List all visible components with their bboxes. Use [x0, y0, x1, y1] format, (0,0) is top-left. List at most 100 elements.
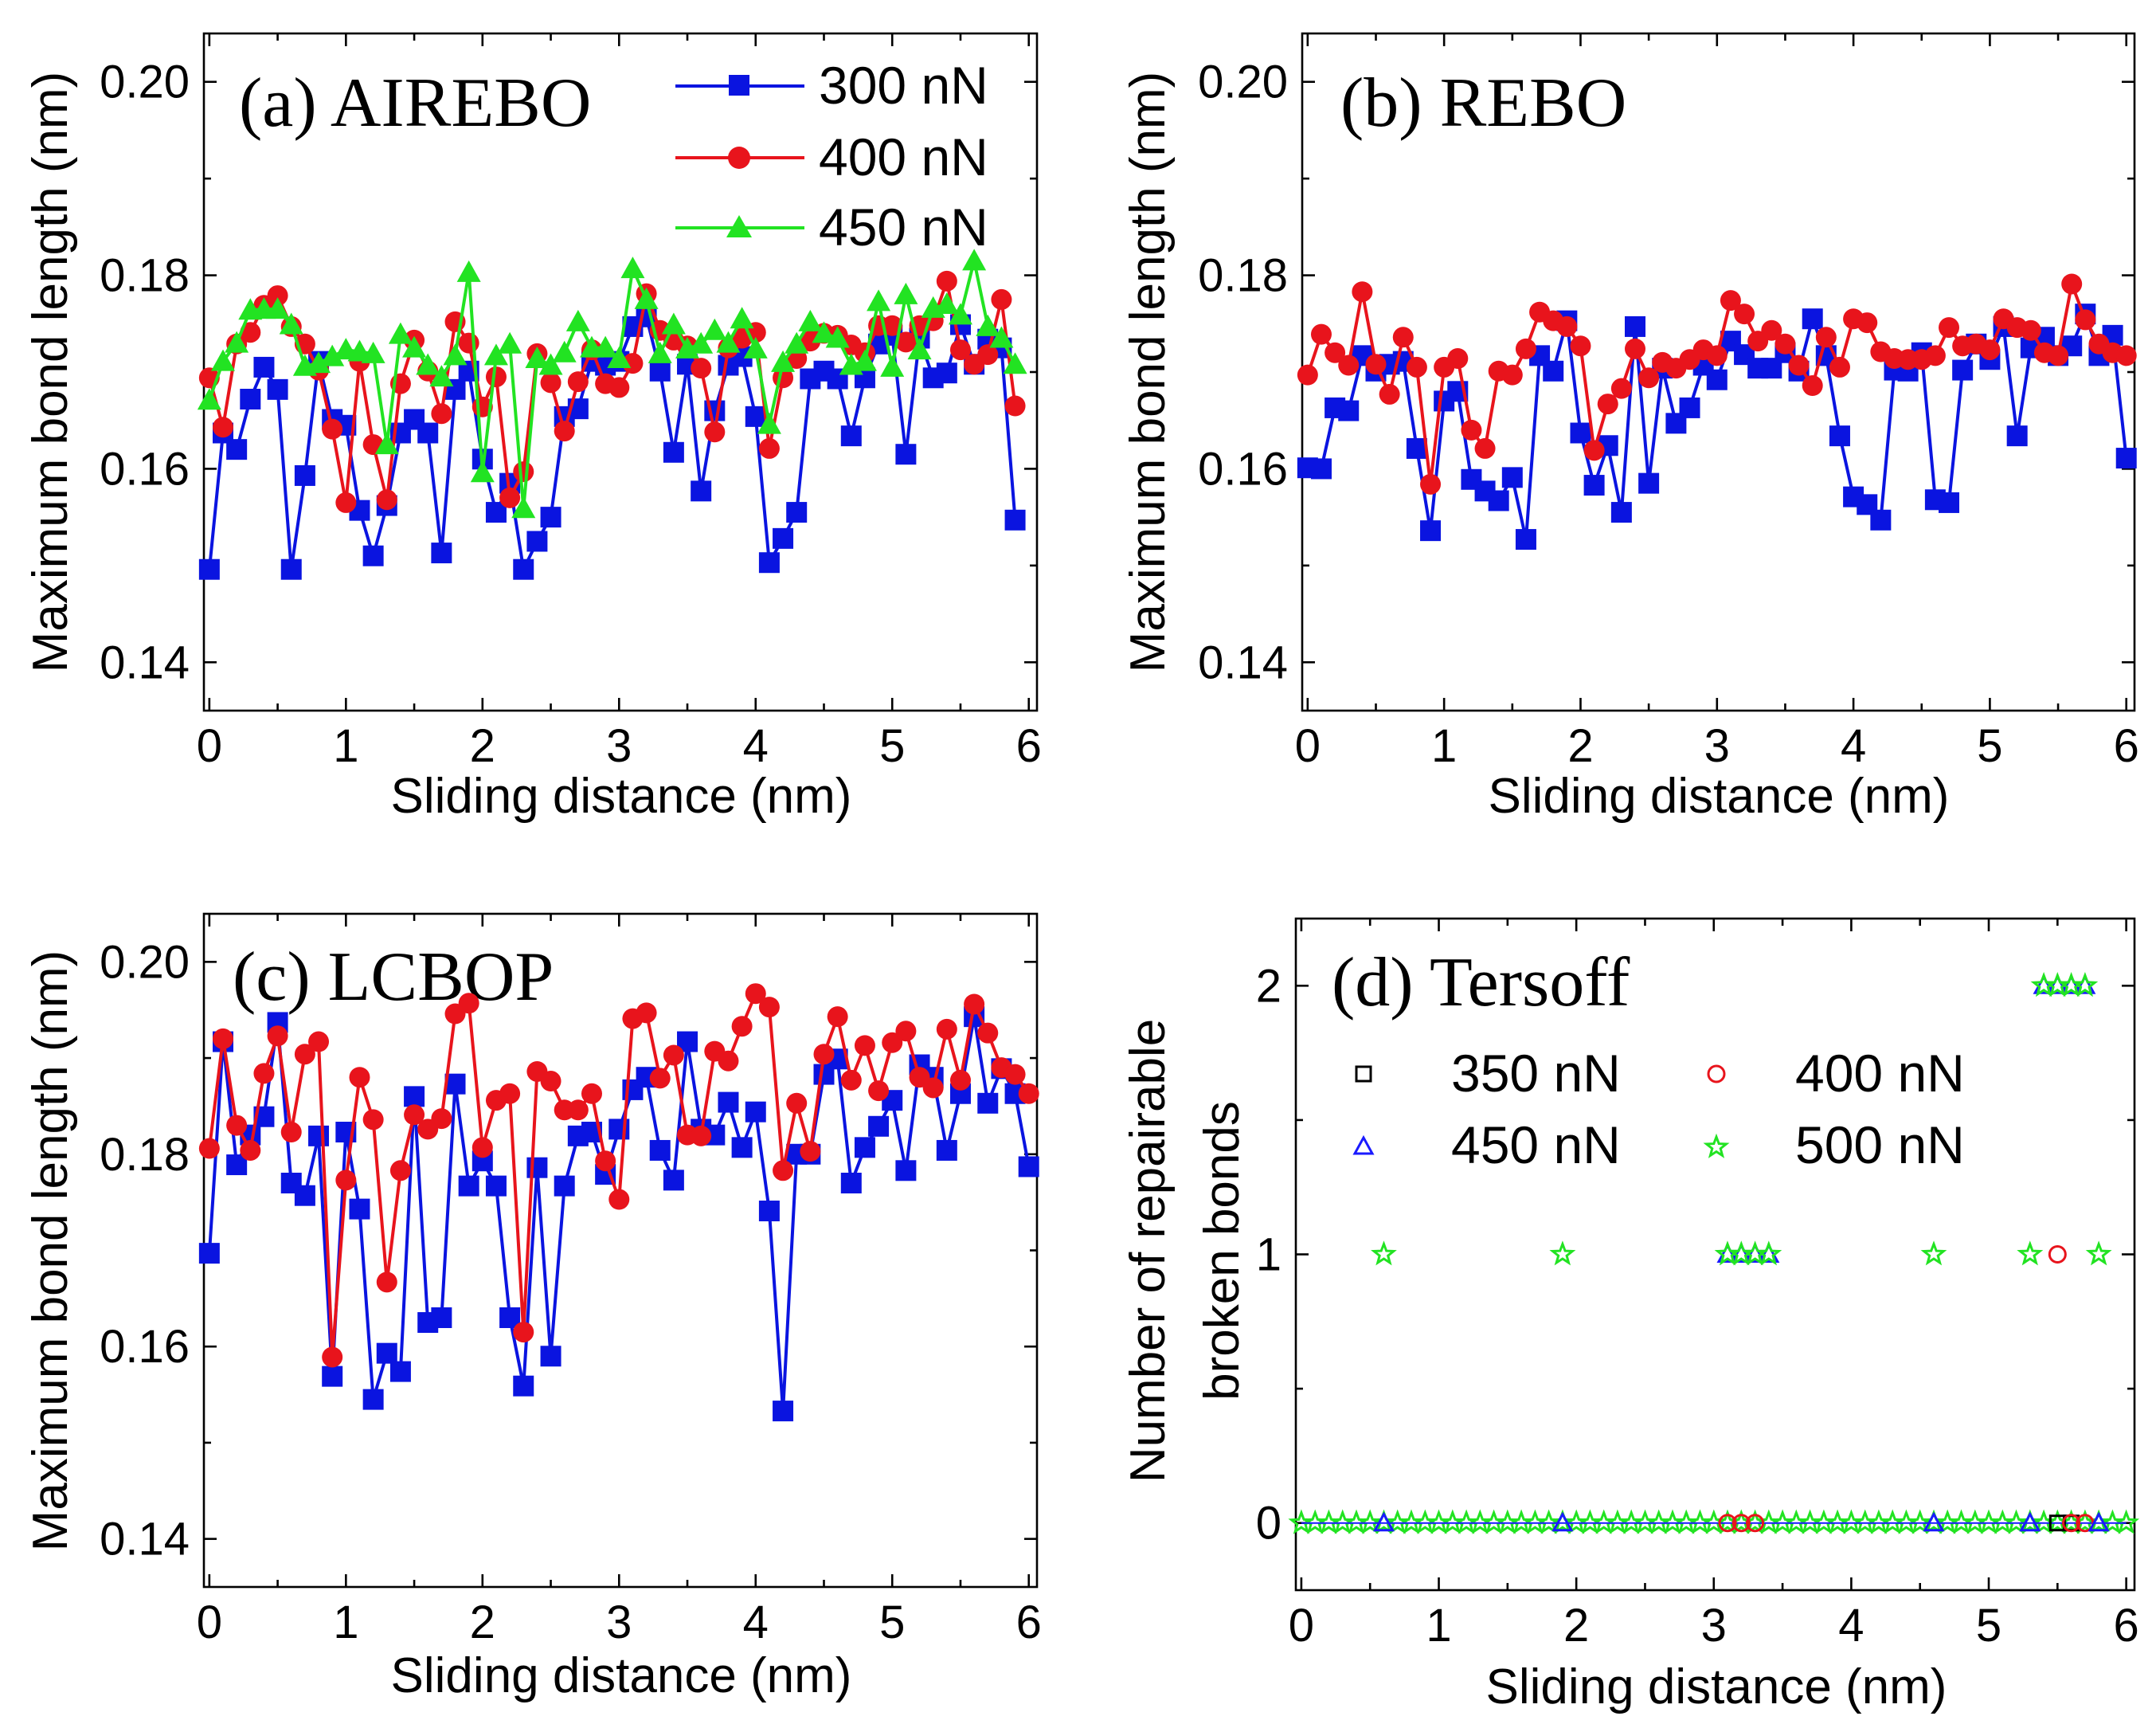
- y-axis-label-d-line1: Number of repairable: [1121, 1019, 1176, 1483]
- x-tick-label-d-6: 6: [2114, 1600, 2139, 1652]
- point-c-1-8: [308, 1031, 330, 1052]
- legend-star-shape: [1703, 1133, 1730, 1158]
- point-a-2-37: [702, 318, 727, 340]
- series-d-450nN: [1372, 974, 2110, 1532]
- point-c-1-11: [349, 1067, 370, 1088]
- panel-d-tersoff: (d) Tersoff Sliding distance (nm) Number…: [1121, 917, 2140, 1714]
- series-a-400nN: [198, 270, 1026, 513]
- point-a-2-48: [852, 349, 877, 371]
- point-a-0-24: [526, 531, 548, 552]
- point-c-1-2: [226, 1115, 248, 1136]
- point-a-2-21: [483, 343, 508, 366]
- point-c-1-23: [513, 1322, 534, 1343]
- point-a-1-19: [458, 332, 479, 354]
- point-c-1-50: [882, 1032, 903, 1053]
- point-a-2-38: [716, 331, 741, 353]
- point-a-2-40: [743, 336, 768, 359]
- point-c-1-28: [581, 1083, 602, 1104]
- point-a-1-27: [567, 371, 589, 393]
- panel-a-airebo: (a) AIREBO Sliding distance (nm) Maximum…: [23, 32, 1042, 824]
- point-c-0-40: [745, 1101, 766, 1123]
- point-a-0-16: [417, 422, 439, 444]
- point-c-1-15: [404, 1104, 425, 1126]
- point-b-1-24: [1625, 338, 1645, 359]
- baseline-markers-d: [1288, 1509, 2140, 1534]
- point-b-1-3: [1338, 355, 1360, 376]
- x-tick-label-c-6: 6: [1016, 1597, 1042, 1648]
- y-tick-label-b-2: 0.18: [1198, 250, 1288, 302]
- point-a-2-31: [620, 257, 645, 279]
- point-c-1-14: [389, 1160, 411, 1181]
- point-d-2-8: [2033, 974, 2055, 994]
- x-tick-label-d-3: 3: [1701, 1600, 1727, 1652]
- point-b-0-48: [1952, 359, 1974, 381]
- point-b-1-7: [1392, 327, 1414, 348]
- legend-marker-400nN-d: [1707, 1064, 1726, 1083]
- x-tick-label-a-0: 0: [197, 720, 222, 772]
- y-tick-label-b-3: 0.20: [1198, 57, 1288, 108]
- point-a-2-43: [785, 331, 809, 354]
- point-d-1-1: [1731, 1514, 1751, 1533]
- point-b-1-50: [1979, 339, 2001, 361]
- point-c-1-59: [1004, 1064, 1026, 1085]
- point-a-2-13: [374, 433, 399, 455]
- point-a-2-49: [867, 289, 891, 311]
- y-tick-label-a-2: 0.18: [100, 250, 190, 302]
- point-d-2-3: [1730, 1243, 1752, 1263]
- point-b-1-47: [1939, 317, 1960, 339]
- x-axis-label-d: Sliding distance (nm): [1486, 1659, 1947, 1714]
- series-d-400nN: [1718, 1245, 2095, 1533]
- point-c-1-49: [868, 1080, 890, 1102]
- point-a-2-42: [771, 350, 796, 372]
- panel-title-a: (a) AIREBO: [239, 65, 591, 142]
- legend-item-400nN: 400 nN: [675, 127, 988, 186]
- point-c-1-47: [840, 1069, 862, 1091]
- point-c-0-17: [431, 1307, 452, 1328]
- point-c-0-13: [376, 1342, 397, 1364]
- point-a-2-17: [429, 365, 454, 387]
- x-axis-label-b: Sliding distance (nm): [1489, 769, 1950, 824]
- point-c-1-7: [294, 1044, 315, 1065]
- point-a-2-30: [607, 347, 632, 368]
- point-b-1-60: [2115, 345, 2137, 366]
- point-b-1-41: [1857, 312, 1878, 334]
- point-a-1-1: [213, 417, 234, 438]
- legend-label-350nN: 350 nN: [1451, 1044, 1621, 1103]
- point-a-0-4: [253, 356, 275, 378]
- point-b-1-31: [1720, 290, 1741, 311]
- point-b-1-32: [1734, 304, 1755, 325]
- point-a-1-21: [485, 366, 507, 388]
- point-a-1-36: [691, 358, 712, 379]
- point-a-1-23: [513, 461, 534, 483]
- point-a-1-59: [1004, 395, 1026, 417]
- point-d-3-5: [1755, 1240, 1782, 1266]
- point-a-0-6: [280, 558, 302, 580]
- point-a-0-25: [540, 507, 561, 528]
- point-b-1-5: [1365, 354, 1387, 375]
- point-d-2-2: [1716, 1243, 1739, 1263]
- legend-label-450nN: 450 nN: [819, 198, 988, 257]
- point-b-0-24: [1625, 315, 1645, 337]
- point-b-0-28: [1679, 397, 1700, 418]
- legend-d: 350 nN 400 nN 450 nN 500 nN: [1352, 1044, 1965, 1174]
- point-c-1-43: [786, 1092, 808, 1114]
- point-b-1-12: [1461, 419, 1482, 441]
- y-tick-label-c-2: 0.18: [100, 1129, 190, 1181]
- point-c-1-17: [431, 1108, 452, 1130]
- point-c-0-11: [349, 1198, 370, 1220]
- point-a-2-58: [989, 326, 1014, 348]
- y-tick-label-a-0: 0.14: [100, 637, 190, 688]
- point-a-0-7: [294, 464, 315, 486]
- panel-b-rebo: (b) REBO Sliding distance (nm) Maximum b…: [1121, 32, 2139, 824]
- point-a-2-46: [825, 326, 850, 348]
- point-a-0-2: [226, 439, 248, 460]
- point-c-1-25: [540, 1071, 561, 1092]
- point-a-2-16: [416, 353, 440, 375]
- point-b-0-16: [1515, 529, 1536, 551]
- x-axis-label-c: Sliding distance (nm): [391, 1648, 852, 1703]
- x-tick-label-a-4: 4: [743, 720, 769, 772]
- point-a-2-6: [279, 312, 303, 335]
- point-c-0-42: [773, 1401, 794, 1422]
- point-a-2-29: [593, 335, 618, 358]
- point-a-0-47: [840, 425, 862, 447]
